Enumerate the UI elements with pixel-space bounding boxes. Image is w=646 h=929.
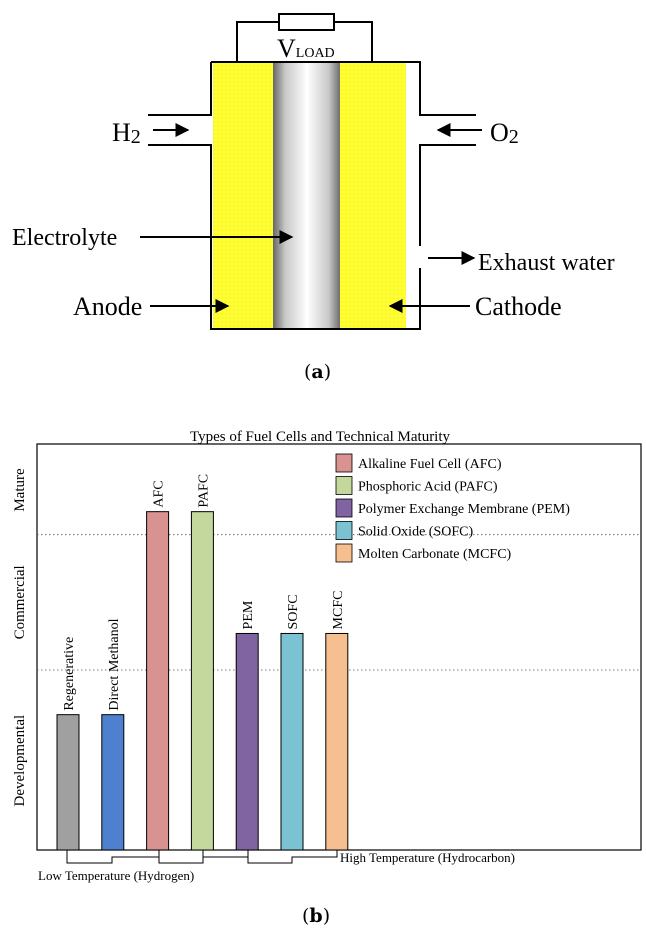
caption-a: (a)	[304, 361, 331, 383]
anode-layer	[213, 62, 276, 328]
legend-label: Molten Carbonate (MCFC)	[358, 547, 512, 562]
y-level-label: Commercial	[12, 565, 28, 639]
bar-direct-methanol	[101, 714, 125, 851]
load-resistor	[278, 13, 335, 31]
legend-swatch	[335, 521, 353, 540]
bar-label: Regenerative	[62, 637, 77, 711]
bar-label: MCFC	[331, 591, 346, 630]
electrolyte-label: Electrolyte	[12, 225, 117, 251]
bar-mcfc	[325, 632, 349, 851]
anode-label: Anode	[73, 292, 142, 321]
bar-pem	[235, 632, 259, 851]
legend-label: Alkaline Fuel Cell (AFC)	[358, 457, 502, 472]
legend-label: Polymer Exchange Membrane (PEM)	[358, 502, 570, 517]
electrolyte-layer	[273, 62, 341, 328]
exhaust-label: Exhaust water	[478, 250, 615, 276]
legend-swatch	[335, 476, 353, 495]
y-level-label: Developmental	[12, 715, 28, 807]
bar-afc	[146, 511, 170, 851]
legend-swatch	[335, 543, 353, 563]
bar-label: AFC	[152, 480, 167, 507]
low-temperature-label: Low Temperature (Hydrogen)	[38, 868, 194, 883]
bar-sofc	[280, 632, 304, 851]
hydrogen-label: H2	[112, 118, 141, 148]
legend-swatch	[335, 453, 353, 473]
bar-label: SOFC	[286, 594, 301, 629]
chart-title: Types of Fuel Cells and Technical Maturi…	[190, 429, 451, 445]
bar-label: PEM	[241, 600, 256, 629]
high-temperature-label: High Temperature (Hydrocarbon)	[340, 850, 515, 865]
load-label: VLOAD	[277, 34, 335, 63]
bar-pafc	[190, 511, 214, 851]
legend-swatch	[335, 498, 353, 518]
caption-b: (b)	[302, 905, 330, 927]
bar-label: PAFC	[196, 474, 211, 508]
temperature-brackets	[66, 850, 338, 864]
cathode-layer	[340, 62, 406, 328]
legend-label: Solid Oxide (SOFC)	[358, 525, 473, 540]
oxygen-label: O2	[490, 118, 519, 148]
bar-regenerative	[56, 714, 80, 851]
bar-label: Direct Methanol	[107, 618, 122, 710]
cell-housing	[148, 21, 476, 330]
cathode-label: Cathode	[475, 292, 562, 321]
y-level-label: Mature	[12, 468, 28, 512]
legend-label: Phosphoric Acid (PAFC)	[358, 480, 498, 495]
